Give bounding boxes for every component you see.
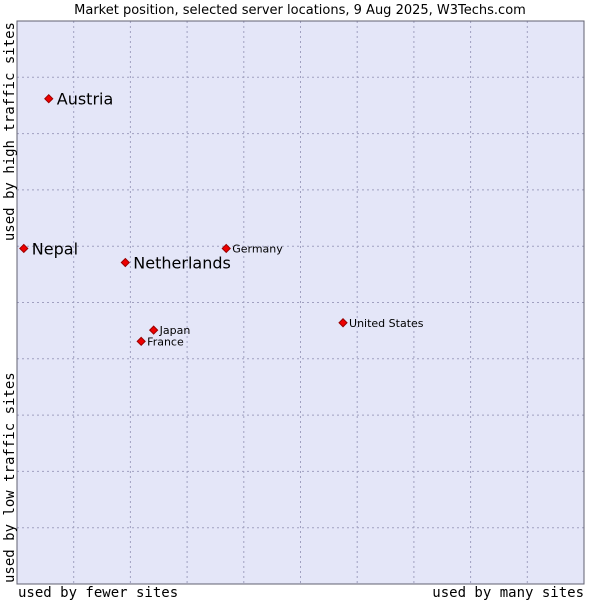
label-france: France <box>147 335 184 348</box>
marker-austria <box>44 93 54 104</box>
label-austria: Austria <box>57 90 114 109</box>
x-axis-label-left: used by fewer sites <box>18 585 178 600</box>
x-axis-label-right: used by many sites <box>432 585 584 600</box>
plot-border <box>16 20 585 585</box>
y-axis-label-top: used by high traffic sites <box>2 22 18 241</box>
marker-nepal <box>19 243 29 254</box>
marker-united-states <box>338 318 348 328</box>
marker-japan <box>148 325 159 335</box>
label-nepal: Nepal <box>32 239 78 258</box>
marker-france <box>136 336 146 347</box>
label-netherlands: Netherlands <box>133 254 231 273</box>
label-japan: Japan <box>159 324 191 337</box>
y-axis-label-bottom: used by low traffic sites <box>2 372 18 583</box>
label-germany: Germany <box>232 242 283 255</box>
marker-netherlands <box>120 257 131 268</box>
label-united-states: United States <box>349 317 424 330</box>
marker-germany <box>221 243 231 254</box>
grid-lines <box>17 21 584 584</box>
chart-title: Market position, selected server locatio… <box>74 3 526 18</box>
